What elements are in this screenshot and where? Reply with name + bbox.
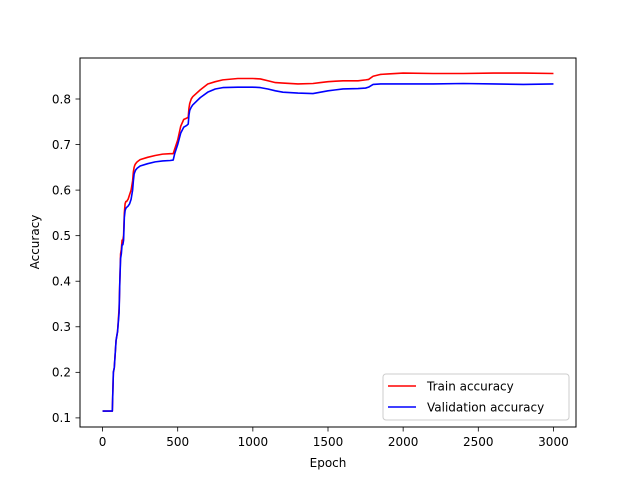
x-tick-label: 2000 (388, 435, 419, 449)
legend: Train accuracy Validation accuracy (382, 373, 570, 421)
y-tick-label: 0.6 (52, 183, 71, 197)
legend-entry-label: Train accuracy (426, 379, 514, 393)
y-tick-label: 0.3 (52, 320, 71, 334)
x-tick-label: 1000 (238, 435, 269, 449)
x-axis: 0 500 1000 1500 2000 2500 3000 (99, 427, 569, 449)
series-line-train (102, 72, 554, 412)
x-tick-label: 3000 (538, 435, 569, 449)
y-tick-label: 0.4 (52, 275, 71, 289)
y-axis-label: Accuracy (28, 215, 42, 270)
x-tick-label: 2500 (463, 435, 494, 449)
x-tick-label: 500 (166, 435, 189, 449)
legend-box (382, 373, 570, 421)
y-tick-label: 0.7 (52, 138, 71, 152)
y-tick-label: 0.2 (52, 366, 71, 380)
legend-entry-label: Validation accuracy (427, 400, 544, 414)
y-tick-label: 0.5 (52, 229, 71, 243)
x-tick-label: 1500 (313, 435, 344, 449)
y-tick-label: 0.1 (52, 411, 71, 425)
y-tick-label: 0.8 (52, 92, 71, 106)
y-axis: 0.1 0.2 0.3 0.4 0.5 0.6 0.7 0.8 (52, 92, 80, 425)
x-axis-label: Epoch (310, 456, 347, 470)
series-line-validation (102, 82, 554, 412)
x-tick-label: 0 (99, 435, 107, 449)
series-layer (102, 72, 554, 412)
